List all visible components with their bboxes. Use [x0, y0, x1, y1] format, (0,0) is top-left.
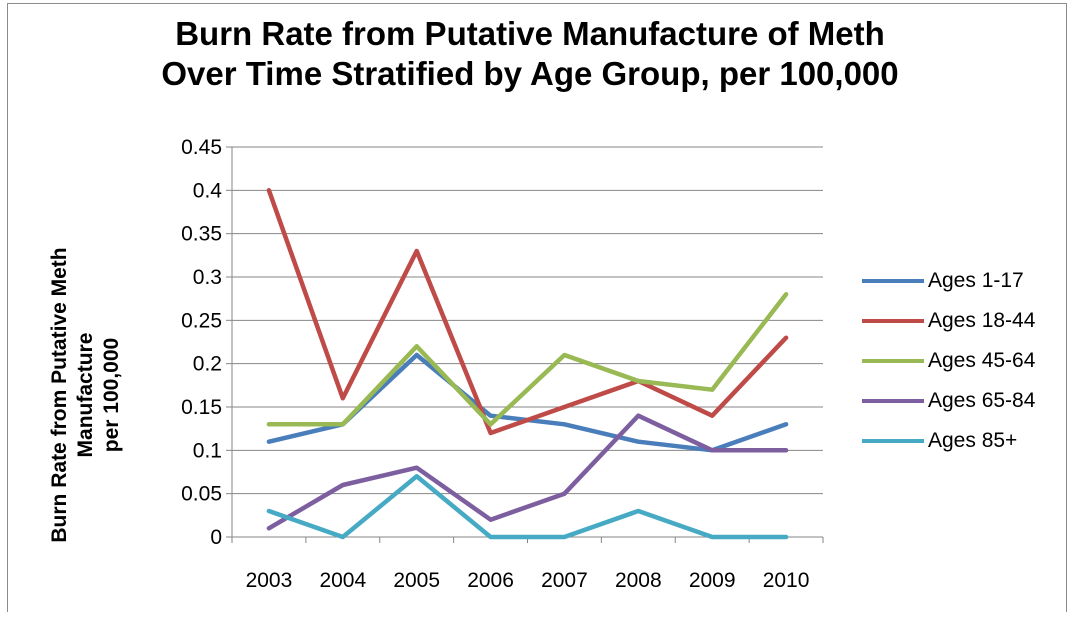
x-tick-label: 2006	[467, 569, 514, 592]
legend-item: Ages 18-44	[860, 302, 1070, 342]
series-line-ages-45-64	[266, 292, 789, 427]
chart-title: Burn Rate from Putative Manufacture of M…	[130, 14, 930, 94]
y-tick-label: 0.35	[181, 223, 222, 246]
y-tick-label: 0.3	[193, 266, 222, 289]
legend-swatch	[862, 279, 924, 283]
chart-title-line-1: Burn Rate from Putative Manufacture of M…	[175, 15, 885, 52]
legend-item: Ages 65-84	[860, 382, 1070, 422]
legend: Ages 1-17 Ages 18-44 Ages 45-64 Ages 65-84 A…	[860, 262, 1070, 462]
y-tick-label: 0.1	[193, 439, 222, 462]
legend-item: Ages 1-17	[860, 262, 1070, 302]
y-tick-label: 0.25	[181, 309, 222, 332]
y-tick-label: 0.4	[193, 179, 223, 202]
series-line-ages-1-17	[266, 352, 789, 453]
series-line-ages-85-	[266, 474, 789, 540]
series-line-ages-18-44	[266, 188, 789, 436]
legend-label: Ages 45-64	[928, 349, 1036, 372]
legend-label: Ages 65-84	[928, 389, 1036, 412]
legend-swatch	[862, 359, 924, 363]
legend-item: Ages 45-64	[860, 342, 1070, 382]
x-tick-label: 2009	[689, 569, 736, 592]
series-line-ages-65-84	[266, 413, 789, 531]
chart-title-line-2: Over Time Stratified by Age Group, per 1…	[161, 55, 899, 92]
x-tick-label: 2010	[763, 569, 810, 592]
x-tick-label: 2003	[246, 569, 293, 592]
y-tick-label: 0.45	[181, 136, 222, 159]
x-tick-label: 2004	[319, 569, 366, 592]
y-tick-label: 0.05	[181, 483, 222, 506]
legend-label: Ages 1-17	[928, 269, 1024, 292]
y-tick-label: 0.2	[193, 353, 222, 376]
x-tick-label: 2007	[541, 569, 588, 592]
y-tick-label: 0.15	[181, 396, 222, 419]
legend-swatch	[862, 319, 924, 323]
legend-item: Ages 85+	[860, 422, 1070, 462]
chart-frame	[7, 3, 1067, 612]
x-tick-label: 2008	[615, 569, 662, 592]
legend-swatch	[862, 399, 924, 403]
legend-swatch	[862, 439, 924, 443]
y-tick-label: 0	[210, 526, 222, 549]
legend-label: Ages 85+	[928, 429, 1018, 452]
x-tick-label: 2005	[393, 569, 440, 592]
legend-label: Ages 18-44	[928, 309, 1036, 332]
